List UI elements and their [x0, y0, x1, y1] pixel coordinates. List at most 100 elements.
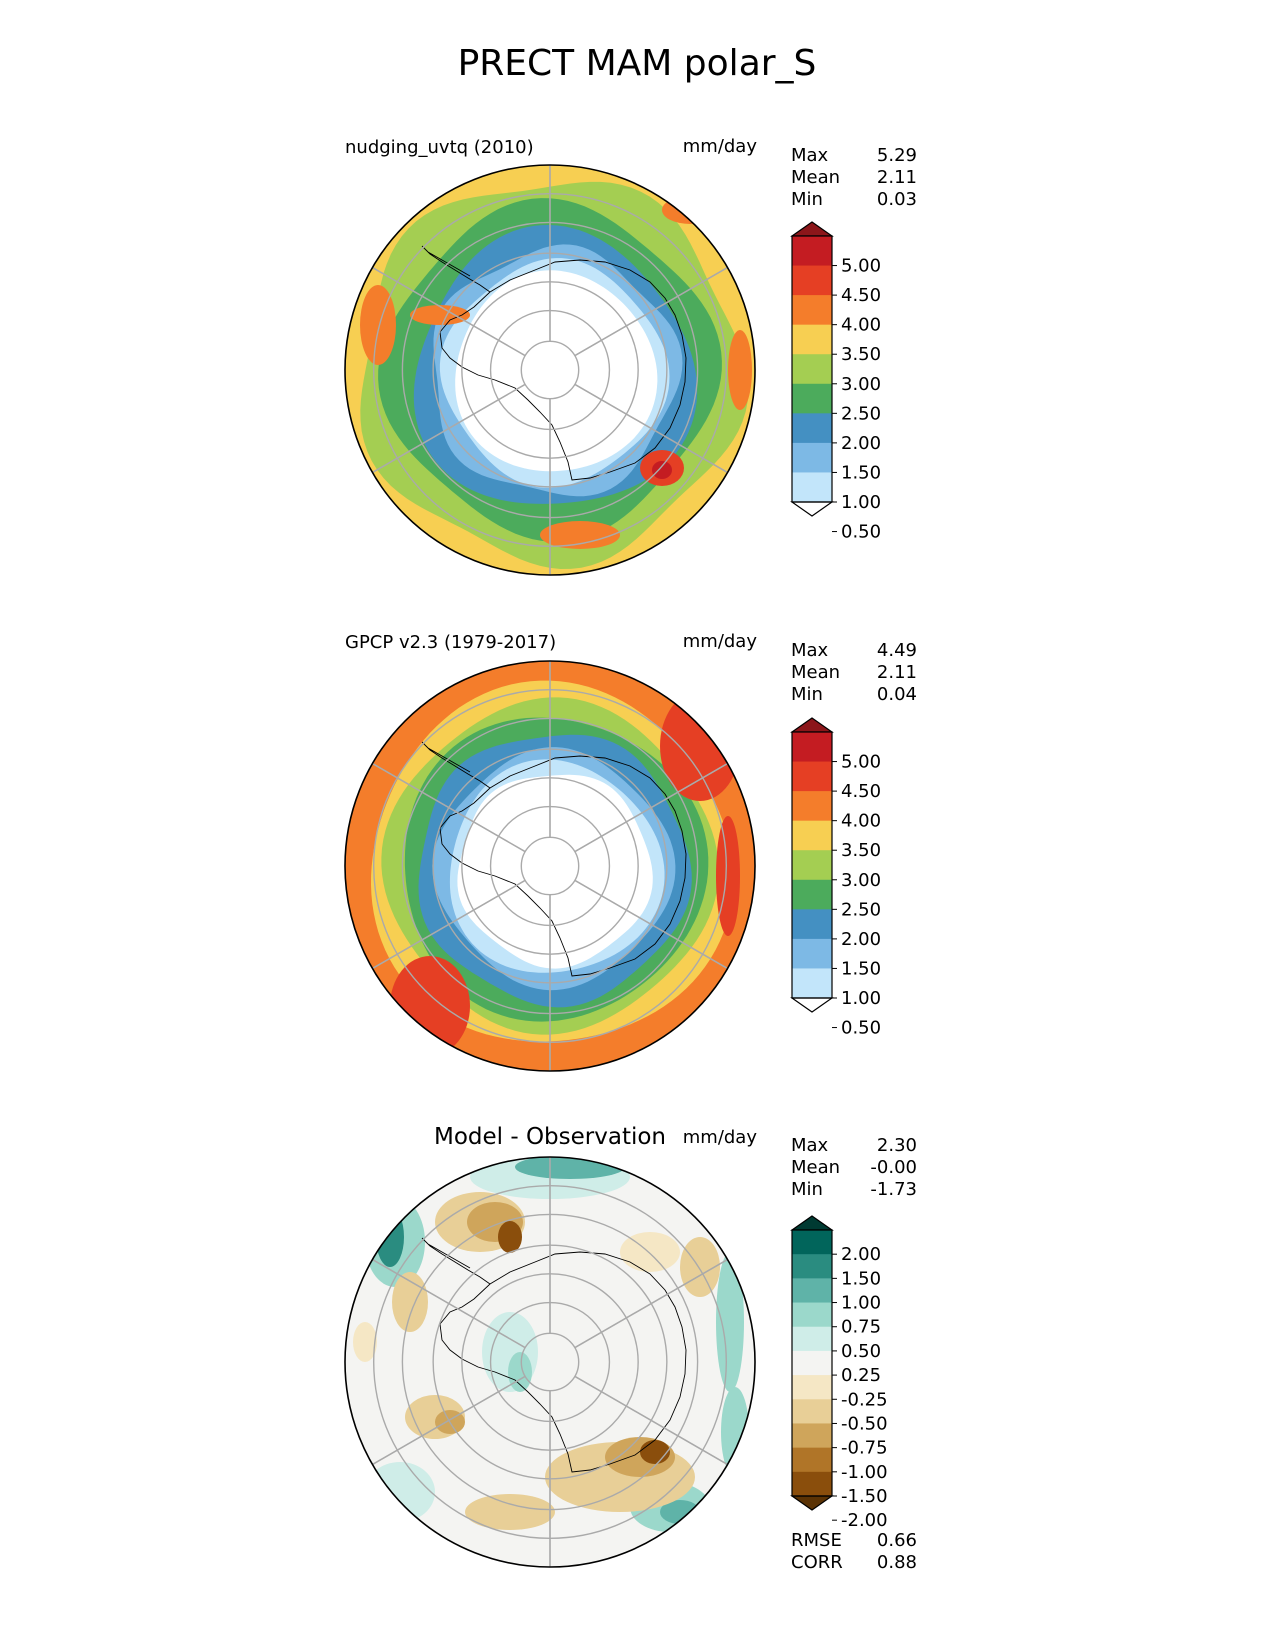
- stat-value: 0.04: [877, 684, 917, 705]
- stat-value: 0.03: [877, 189, 917, 210]
- colorbar-tick-label: 2.50: [841, 899, 881, 920]
- panel-difference-title: Model - Observation: [434, 1124, 666, 1150]
- meridian-gridline: [372, 1375, 526, 1466]
- map-field: [345, 1157, 755, 1567]
- panel-reference-units: mm/day: [683, 631, 758, 652]
- colorbar-segment: [792, 354, 832, 385]
- contour-patch: [360, 285, 396, 365]
- stat-value: -0.00: [870, 1157, 917, 1178]
- colorbar-tick-label: 2.00: [841, 1244, 881, 1265]
- colorbar-tick-label: 1.00: [841, 1293, 881, 1314]
- stat-value: 4.49: [877, 640, 917, 661]
- coastline-peninsula: [421, 1237, 491, 1285]
- panel-difference-map: [344, 1156, 756, 1568]
- colorbar-frame: [791, 1229, 833, 1497]
- colorbar-segment: [792, 1471, 832, 1497]
- contour-patch: [465, 1494, 555, 1530]
- colorbar-segment: [792, 1350, 832, 1376]
- colorbar-segment: [792, 324, 832, 355]
- colorbar-segment: [792, 295, 832, 326]
- panel-test-label: nudging_uvtq (2010): [345, 137, 534, 158]
- panel-difference-metrics: RMSE 0.66 CORR 0.88: [791, 1530, 917, 1573]
- panel-reference-map: [344, 660, 756, 1072]
- colorbar-tick-label: 1.50: [841, 1268, 881, 1289]
- colorbar-tick-label: 0.75: [841, 1317, 881, 1338]
- stat-label: Mean: [791, 662, 840, 683]
- colorbar-tick-label: 4.00: [841, 315, 881, 336]
- contour-patch: [652, 461, 672, 479]
- contour-patch: [390, 956, 470, 1056]
- meridian-gridline: [574, 1375, 728, 1466]
- colorbar-segment: [792, 265, 832, 296]
- colorbar-frame: [791, 731, 833, 999]
- meridian-gridline: [372, 266, 526, 357]
- map-border: [344, 1156, 756, 1568]
- colorbar-tick-label: 3.00: [841, 870, 881, 891]
- contour-patch: [716, 816, 740, 936]
- panel-difference: Model - Observation mm/day Max 2.30 Mean…: [344, 1124, 917, 1573]
- colorbar-segment: [792, 938, 832, 970]
- colorbar-tick-label: 0.50: [841, 1341, 881, 1362]
- colorbar-tick-label: -1.00: [841, 1462, 888, 1483]
- stat-label: Min: [791, 1179, 823, 1200]
- colorbar-tick-label: -0.50: [841, 1413, 888, 1434]
- stat-label: Mean: [791, 167, 840, 188]
- colorbar-segment: [792, 761, 832, 792]
- colorbar-segment: [792, 909, 832, 940]
- metric-value: 0.66: [877, 1530, 917, 1551]
- panel-reference-label: GPCP v2.3 (1979-2017): [345, 632, 556, 653]
- meridian-gridline: [372, 1258, 526, 1349]
- colorbar-extend-min: [790, 997, 834, 1013]
- coastline-peninsula: [421, 245, 491, 293]
- contour-patch: [660, 691, 740, 801]
- stat-value: 2.30: [877, 1135, 917, 1156]
- colorbar-tick-label: -0.75: [841, 1438, 888, 1459]
- colorbar-segment: [792, 791, 832, 822]
- colorbar-segment: [792, 1254, 832, 1279]
- colorbar-tick-label: 2.00: [841, 929, 881, 950]
- contour-patch: [508, 1352, 532, 1392]
- colorbar-segment: [792, 383, 832, 414]
- meridian-gridline: [574, 1258, 728, 1349]
- colorbar-tick-label: 0.50: [841, 1018, 881, 1039]
- meridian-gridline: [574, 762, 728, 853]
- colorbar-tick-label: 4.50: [841, 285, 881, 306]
- coastline: [439, 1251, 687, 1473]
- contour-band: [457, 774, 653, 969]
- colorbar-segment: [792, 236, 832, 267]
- colorbar-segment: [792, 472, 832, 503]
- contour-band: [455, 270, 658, 472]
- coastline-peninsula: [421, 741, 491, 789]
- colorbar-extend-max: [790, 1215, 834, 1231]
- colorbar-extend-max: [790, 221, 834, 237]
- colorbar-extend-min: [790, 501, 834, 517]
- colorbar-tick-label: 3.00: [841, 374, 881, 395]
- panel-difference-colorbar: 2.00 1.50 1.00 0.75 0.50 0.25 -0.25 -0.50 -0.75 -…: [790, 1215, 888, 1531]
- metric-label: CORR: [791, 1552, 843, 1573]
- colorbar-frame: [791, 235, 833, 503]
- colorbar-segment: [792, 1278, 832, 1304]
- colorbar-segment: [792, 820, 832, 851]
- stat-value: 2.11: [877, 662, 917, 683]
- colorbar-tick-label: 5.00: [841, 256, 881, 277]
- panel-reference-stats: Max 4.49 Mean 2.11 Min 0.04: [791, 640, 917, 705]
- contour-patch: [353, 1322, 377, 1362]
- colorbar-tick-label: -2.00: [841, 1510, 888, 1531]
- meridian-gridline: [372, 383, 526, 474]
- colorbar-segment: [792, 1447, 832, 1473]
- colorbar-tick-label: 0.25: [841, 1365, 881, 1386]
- colorbar-segment: [792, 732, 832, 763]
- map-field: [345, 165, 755, 575]
- colorbar-segment: [792, 1375, 832, 1400]
- stat-value: -1.73: [870, 1179, 917, 1200]
- panel-reference-colorbar: 5.00 4.50 4.00 3.50 3.00 2.50 2.00 1.50 1.00 0.50: [790, 717, 881, 1039]
- meridian-gridline: [574, 266, 728, 357]
- meridian-gridline: [574, 879, 728, 970]
- panel-difference-units: mm/day: [683, 1127, 758, 1148]
- colorbar-tick-label: 1.00: [841, 988, 881, 1009]
- colorbar-tick-label: -1.50: [841, 1486, 888, 1507]
- colorbar-tick-label: 1.00: [841, 492, 881, 513]
- colorbar-tick-label: 1.50: [841, 462, 881, 483]
- colorbar-extend-max: [790, 717, 834, 733]
- colorbar-tick-label: 3.50: [841, 344, 881, 365]
